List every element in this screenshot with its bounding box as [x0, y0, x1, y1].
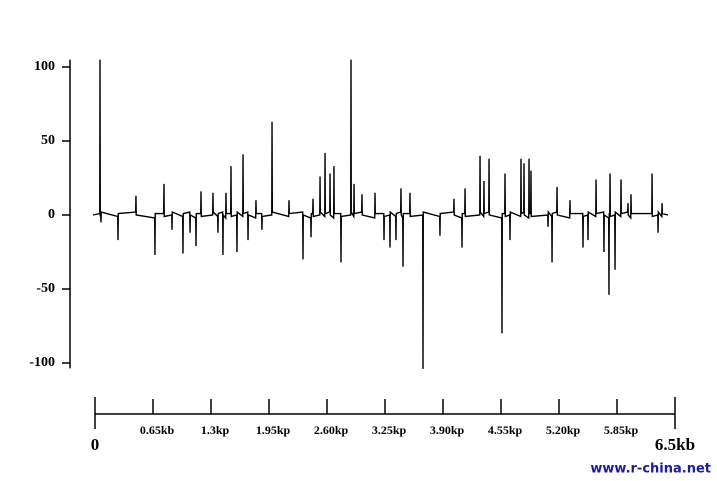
x-tick-label: 5.85kp: [604, 423, 639, 437]
y-tick-label: -100: [29, 355, 55, 370]
x-tick-label: 3.25kp: [372, 423, 407, 437]
y-tick-label: 0: [48, 207, 55, 222]
x-tick-label: 4.55kp: [488, 423, 523, 437]
x-tick-label: 3.90kp: [430, 423, 465, 437]
x-tick-label: 1.3kp: [201, 423, 230, 437]
x-tick-label: 0: [91, 435, 100, 454]
x-tick-label: 0.65kb: [140, 423, 175, 437]
x-tick-label: 6.5kb: [655, 435, 695, 454]
watermark: www.r-china.net: [590, 462, 711, 477]
x-tick-label: 2.60kp: [314, 423, 349, 437]
x-tick-label: 5.20kp: [546, 423, 581, 437]
x-tick-label: 1.95kp: [256, 423, 291, 437]
y-tick-label: -50: [36, 281, 55, 296]
y-tick-label: 50: [41, 133, 55, 148]
signal-line: [92, 59, 669, 369]
y-tick-label: 100: [34, 59, 55, 74]
